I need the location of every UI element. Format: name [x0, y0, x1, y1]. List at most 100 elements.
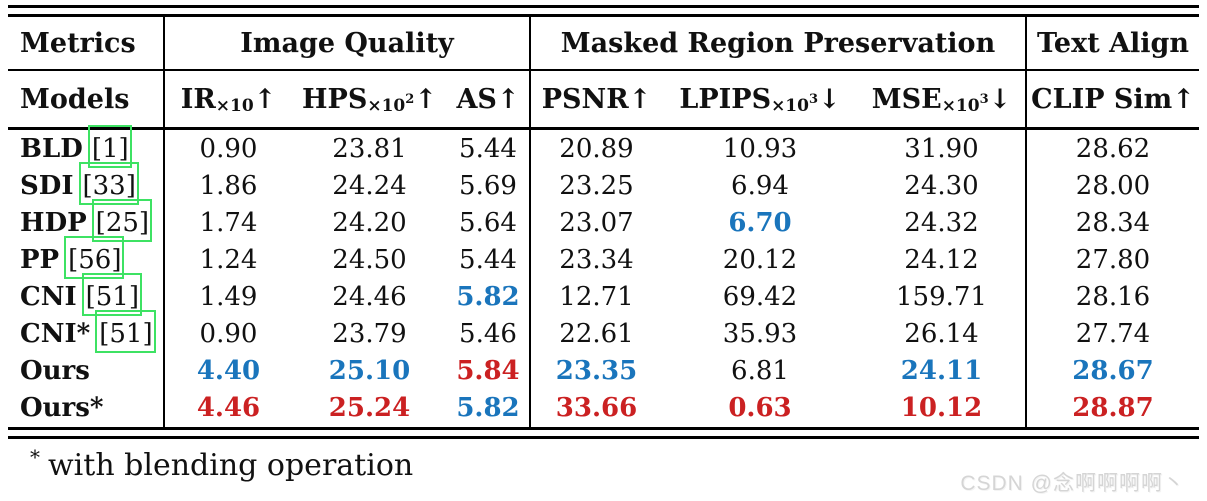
value-hps: 23.81	[332, 133, 407, 164]
value-psnr: 22.61	[559, 319, 634, 350]
model-name: HDP	[20, 207, 87, 238]
value-clip-sim: 28.67	[1072, 356, 1154, 387]
value-clip-sim: 27.80	[1075, 244, 1151, 275]
table-row-ours: Ours* 4.46 25.24 5.82 33.66 0.63 10.12 28.87	[8, 389, 1199, 427]
bottom-double-rule	[8, 427, 1199, 439]
model-cell: SDI [33]	[8, 161, 165, 205]
value-mse: 26.14	[858, 315, 1027, 353]
value-clip-sim: 27.74	[1075, 319, 1151, 350]
citation-link-box	[78, 161, 139, 205]
footnote-marker: *	[30, 445, 40, 469]
value-clip-sim: 28.62	[1075, 133, 1151, 164]
citation-link[interactable]: [25]	[91, 198, 153, 242]
model-name: Ours	[20, 356, 90, 387]
table-row-cni: CNI [51] 1.49 24.46 5.82 12.71 69.42 159.71 28.1…	[8, 273, 1199, 317]
table-row-pp: PP [56] 1.24 24.50 5.44 23.34 20.12 24.12 27.80	[8, 235, 1199, 279]
citation-link[interactable]: [51]	[95, 310, 156, 354]
column-header-as: AS ↑	[447, 71, 531, 127]
citation-link[interactable]: [1]	[87, 124, 132, 168]
model-cell: Ours*	[8, 389, 165, 427]
citation-link[interactable]: [33]	[78, 161, 139, 205]
column-header-psnr: PSNR ↑	[541, 83, 652, 115]
value-clip-sim: 28.34	[1075, 207, 1151, 238]
value-psnr: 20.89	[559, 133, 634, 164]
value-psnr: 23.25	[559, 170, 634, 201]
column-header-mse: MSE ×103 ↓	[858, 71, 1027, 127]
footnote: * with blending operation	[30, 445, 413, 483]
value-as: 5.84	[447, 352, 531, 390]
up-arrow-icon: ↑	[1172, 83, 1195, 115]
table-row-sdi: SDI [33] 1.86 24.24 5.69 23.25 6.94 24.30 28.00	[8, 161, 1199, 205]
value-ir: 1.74	[199, 207, 258, 238]
model-name: CNI	[20, 282, 77, 313]
body-top-rule	[8, 127, 1199, 130]
value-lpips: 10.93	[722, 133, 798, 164]
scale-subscript: ×103	[771, 92, 819, 116]
value-hps: 24.20	[332, 207, 407, 238]
up-arrow-icon: ↑	[253, 83, 277, 115]
value-mse: 24.12	[858, 241, 1027, 279]
value-as: 5.44	[447, 241, 531, 279]
value-psnr: 23.35	[555, 356, 638, 387]
value-clip-sim: 28.16	[1075, 282, 1151, 313]
model-cell: Ours	[8, 352, 165, 390]
group-header-row: Metrics Image Quality Masked Region Pres…	[8, 17, 1199, 69]
results-table: Metrics Image Quality Masked Region Pres…	[8, 5, 1199, 439]
model-name: PP	[20, 244, 60, 275]
value-lpips: 69.42	[722, 282, 798, 313]
column-header-row: Models IR ×10 ↑ HPS ×102 ↑ AS ↑ PSNR ↑ LPIPS ×103 ↓ M…	[8, 71, 1199, 127]
model-name: Ours*	[20, 393, 104, 424]
value-mse: 24.30	[858, 167, 1027, 205]
value-mse: 24.32	[858, 204, 1027, 242]
value-ir: 1.49	[199, 282, 258, 313]
value-clip-sim: 28.00	[1075, 170, 1151, 201]
value-as: 5.82	[447, 278, 531, 316]
up-arrow-icon: ↑	[414, 83, 437, 115]
footnote-text: with blending operation	[48, 448, 414, 483]
value-as: 5.64	[447, 204, 531, 242]
value-as: 5.69	[447, 167, 531, 205]
value-psnr: 33.66	[555, 393, 638, 424]
citation-link[interactable]: [56]	[64, 235, 125, 279]
value-ir: 4.40	[196, 356, 261, 387]
watermark: CSDN @念啊啊啊啊丶	[960, 472, 1185, 495]
model-cell: BLD [1]	[8, 124, 165, 168]
scale-subscript: ×102	[367, 92, 415, 116]
value-ir: 0.90	[199, 133, 258, 164]
value-lpips: 6.70	[728, 207, 792, 238]
value-mse: 31.90	[858, 130, 1027, 168]
table-row-hdp: HDP [25] 1.74 24.20 5.64 23.07 6.70 24.32 28.34	[8, 198, 1199, 242]
group-header-text-align: Text Align	[1036, 27, 1190, 59]
top-double-rule	[8, 5, 1199, 17]
scale-subscript: ×103	[941, 92, 989, 116]
model-name: CNI*	[20, 319, 91, 350]
value-hps: 24.50	[332, 244, 407, 275]
citation-link[interactable]: [51]	[81, 273, 142, 317]
value-hps: 24.46	[332, 282, 407, 313]
citation-link-box	[95, 310, 156, 354]
value-mse: 159.71	[858, 278, 1027, 316]
value-as: 5.44	[447, 130, 531, 168]
value-hps: 24.24	[332, 170, 407, 201]
models-header: Models	[8, 71, 165, 127]
table-row-bld: BLD [1] 0.90 23.81 5.44 20.89 10.93 31.90 28.62	[8, 124, 1199, 168]
value-hps: 23.79	[332, 319, 407, 350]
value-lpips: 20.12	[722, 244, 798, 275]
value-psnr: 12.71	[559, 282, 634, 313]
group-header-metrics: Metrics	[8, 17, 165, 69]
value-hps: 25.24	[328, 393, 411, 424]
model-name: SDI	[20, 170, 74, 201]
value-ir: 1.86	[199, 170, 258, 201]
value-lpips: 6.81	[731, 356, 789, 387]
column-header-clip-sim: CLIP Sim ↑	[1031, 83, 1195, 115]
column-header-ir: IR ×10 ↑	[180, 83, 277, 117]
value-as: 5.46	[447, 315, 531, 353]
value-lpips: 0.63	[728, 393, 792, 424]
column-header-hps: HPS ×102 ↑	[302, 83, 437, 117]
header-divider-rule	[8, 69, 1199, 71]
citation-link-box	[64, 235, 125, 279]
value-mse: 24.11	[858, 352, 1027, 390]
model-cell: HDP [25]	[8, 198, 165, 242]
up-arrow-icon: ↑	[496, 83, 520, 115]
